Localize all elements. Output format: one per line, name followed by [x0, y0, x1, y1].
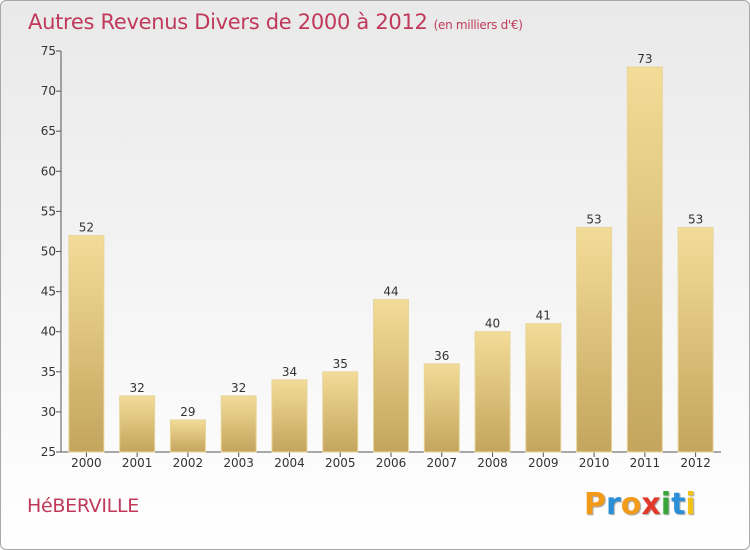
x-tick-label: 2010 — [579, 456, 610, 470]
chart-title-text: Autres Revenus Divers de 2000 à 2012 — [28, 10, 428, 34]
x-tick-label: 2007 — [426, 456, 457, 470]
proxiti-logo: Proxiti — [584, 487, 696, 522]
bar — [322, 371, 359, 453]
bar — [474, 331, 511, 453]
y-tick-label: 40 — [41, 325, 56, 339]
data-label: 40 — [485, 317, 500, 331]
logo-letter: t — [671, 487, 686, 522]
x-tick-label: 2012 — [680, 456, 711, 470]
chart-bars — [68, 66, 714, 453]
x-tick-label: 2003 — [223, 456, 254, 470]
y-tick-label: 30 — [41, 405, 56, 419]
bar — [626, 66, 663, 453]
data-label: 53 — [586, 212, 601, 226]
data-label: 35 — [333, 357, 348, 371]
logo-letter: i — [660, 487, 672, 522]
y-tick-label: 60 — [41, 164, 56, 178]
bar — [68, 234, 105, 453]
logo-letter: P — [584, 487, 606, 522]
data-label: 34 — [282, 365, 297, 379]
chart-title: Autres Revenus Divers de 2000 à 2012 (en … — [28, 10, 523, 34]
y-tick-label: 55 — [41, 204, 56, 218]
x-tick-label: 2009 — [528, 456, 559, 470]
x-tick-label: 2011 — [630, 456, 661, 470]
x-tick-label: 2004 — [274, 456, 305, 470]
x-tick-label: 2001 — [122, 456, 153, 470]
bar — [423, 363, 460, 453]
chart-unit: (en milliers d'€) — [433, 18, 523, 32]
data-label: 32 — [231, 381, 246, 395]
bar — [169, 419, 206, 453]
x-tick-label: 2008 — [477, 456, 508, 470]
bar — [576, 226, 613, 453]
data-label: 73 — [637, 52, 652, 66]
y-tick-label: 75 — [41, 44, 56, 58]
data-label: 44 — [383, 285, 398, 299]
y-tick-label: 65 — [41, 124, 56, 138]
logo-letter: i — [685, 487, 696, 522]
x-tick-label: 2000 — [71, 456, 102, 470]
y-tick-label: 70 — [41, 84, 56, 98]
data-label: 53 — [688, 212, 703, 226]
x-tick-label: 2005 — [325, 456, 356, 470]
logo-letter: r — [606, 487, 621, 522]
bar — [677, 226, 714, 453]
data-label: 29 — [180, 405, 195, 419]
x-tick-label: 2002 — [173, 456, 204, 470]
y-tick-label: 35 — [41, 365, 56, 379]
logo-letter: x — [641, 487, 661, 522]
data-label: 32 — [130, 381, 145, 395]
bar — [373, 299, 409, 453]
y-tick-label: 25 — [41, 445, 56, 459]
place-name: HéBERVILLE — [27, 495, 139, 517]
chart-labels: 2000 52 2001 32 2002 29 2003 32 2004 34 2005 35 2006… — [71, 52, 711, 470]
chart-axes: 25 30 35 40 45 50 55 60 65 70 75 — [41, 44, 721, 459]
data-label: 36 — [434, 349, 449, 363]
data-label: 41 — [536, 309, 551, 323]
bar — [220, 395, 257, 453]
bar — [271, 379, 308, 453]
y-tick-label: 50 — [41, 245, 56, 259]
bar — [119, 395, 156, 453]
x-tick-label: 2006 — [376, 456, 407, 470]
logo-letter: o — [620, 487, 642, 522]
data-label: 52 — [79, 220, 94, 234]
bar — [525, 323, 562, 453]
y-tick-label: 45 — [41, 285, 56, 299]
